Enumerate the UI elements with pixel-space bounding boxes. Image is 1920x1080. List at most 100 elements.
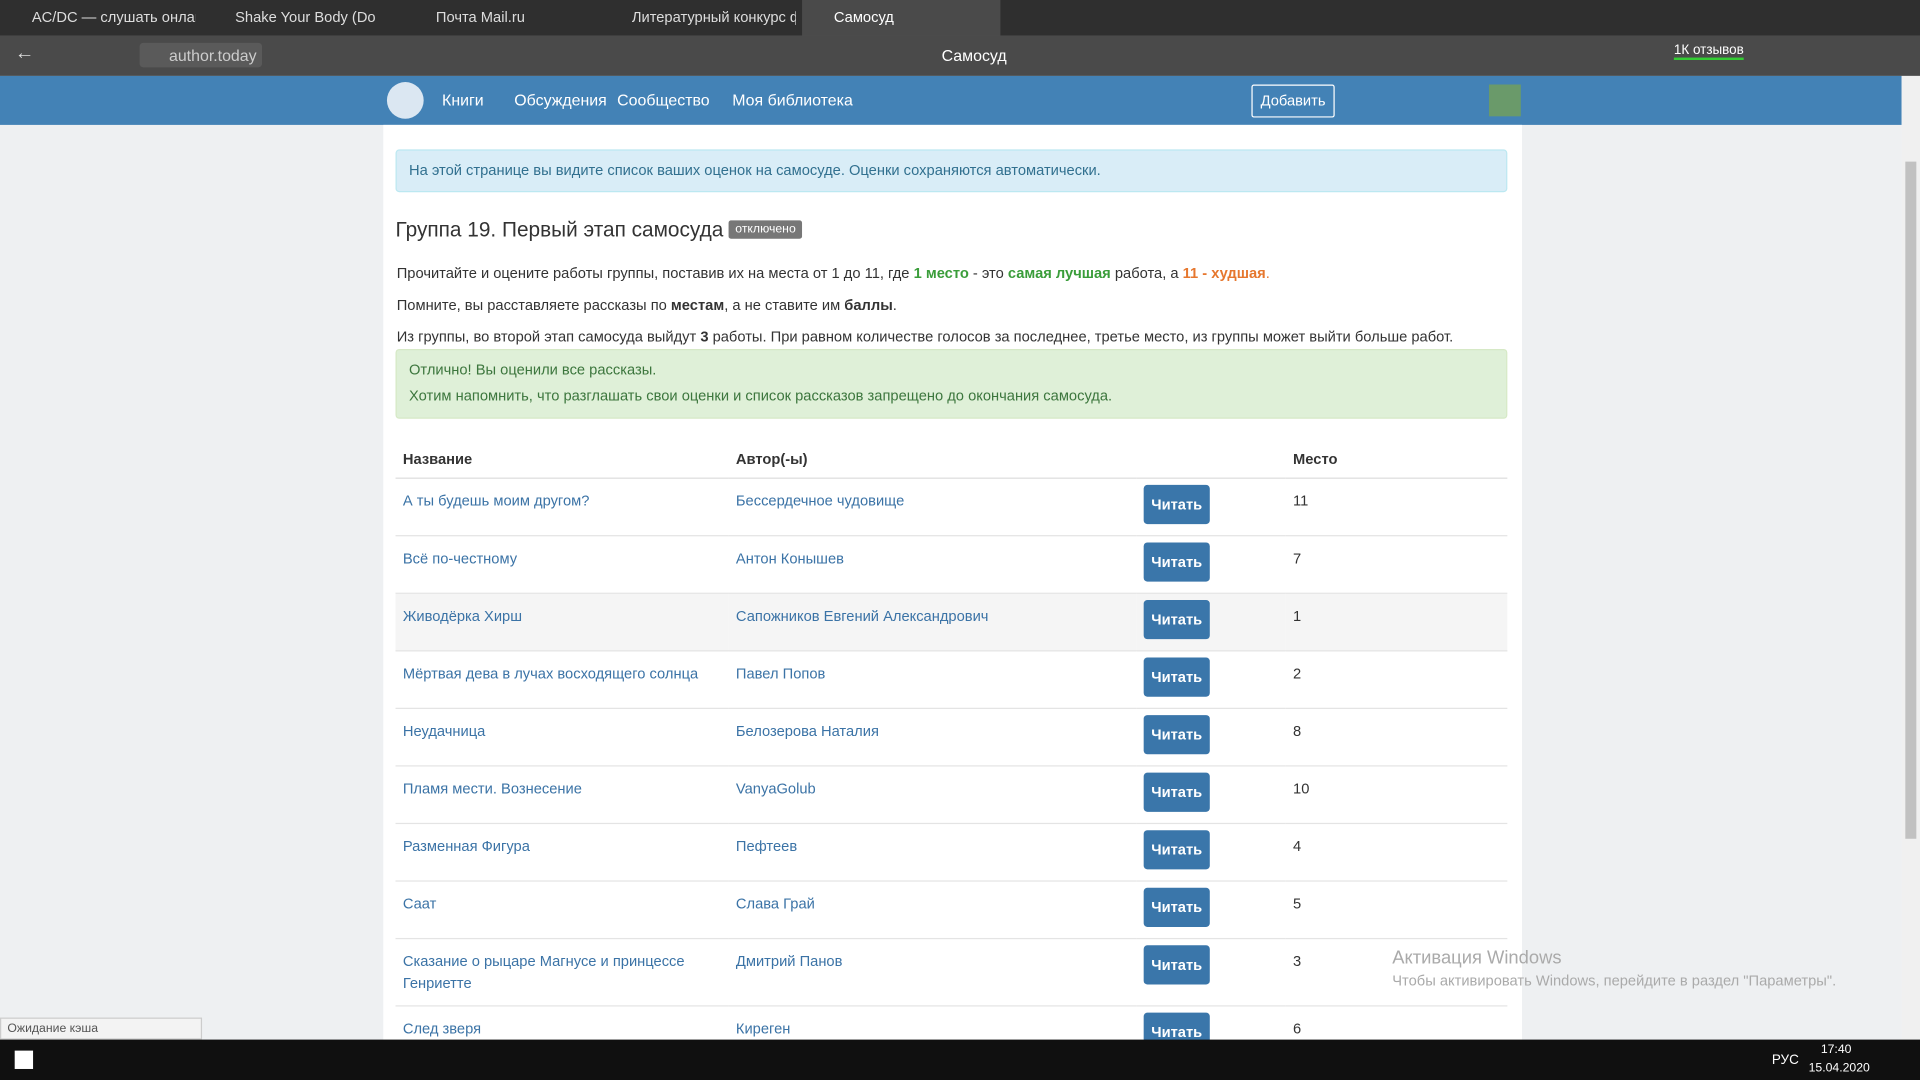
table-row: Всё по-честному Антон Конышев Читать 7 — [395, 535, 1508, 594]
text-segment: баллы — [844, 296, 893, 314]
read-button[interactable]: Читать — [1143, 715, 1210, 755]
badge: отключено — [729, 220, 802, 239]
text-segment: 3 — [700, 328, 709, 346]
text-segment: местам — [670, 296, 725, 314]
cell: Разменная Фигура — [395, 823, 729, 882]
author[interactable]: Белозерова Наталия — [735, 722, 879, 740]
cell: Читать — [1136, 478, 1286, 537]
nav-item[interactable]: Моя библиотека — [732, 90, 853, 109]
cell: Мёртвая дева в лучах восходящего солнца — [395, 650, 729, 709]
place: 11 — [1285, 478, 1508, 537]
nav-item[interactable]: Книги — [442, 90, 484, 109]
place: 8 — [1285, 708, 1508, 767]
cell: VanyaGolub — [728, 765, 1137, 825]
story-title[interactable]: Пламя мести. Вознесение — [402, 780, 582, 798]
story-title[interactable]: Живодёрка Хирш — [402, 607, 523, 625]
read-button[interactable]: Читать — [1143, 772, 1210, 812]
nav-item[interactable]: Сообщество — [617, 90, 710, 109]
story-title[interactable]: Мёртвая дева в лучах восходящего солнца — [402, 664, 699, 683]
tab[interactable]: Почта Mail.ru — [435, 8, 525, 26]
table-row: Сказание о рыцаре Магнусе и принцессе Ге… — [395, 938, 1508, 1007]
author[interactable]: Пефтеев — [735, 837, 798, 855]
table-row: Живодёрка Хирш Сапожников Евгений Алексан… — [395, 593, 1508, 652]
story-title[interactable]: Разменная Фигура — [402, 837, 530, 855]
text-segment: самая лучшая — [1007, 264, 1111, 282]
text-segment: работы. При равном количестве голосов за… — [708, 328, 1454, 346]
tab[interactable]: Литературный конкурс ф — [631, 8, 796, 26]
reviews[interactable]: 1К отзывов — [1673, 43, 1744, 61]
tab[interactable]: AC/DC — слушать онлай — [31, 8, 196, 26]
start[interactable] — [14, 1050, 34, 1069]
read-button[interactable]: Читать — [1143, 484, 1210, 525]
read-button[interactable]: Читать — [1143, 542, 1210, 582]
cell: А ты будешь моим другом? — [395, 478, 729, 537]
cell: Дмитрий Панов — [728, 938, 1137, 1007]
cell: Всё по-честному — [395, 535, 729, 594]
place: 3 — [1285, 938, 1508, 1007]
nav-item[interactable]: Обсуждения — [514, 90, 607, 109]
text-segment: . — [892, 296, 897, 314]
author[interactable]: Дмитрий Панов — [735, 952, 843, 970]
paragraph: Помните, вы расставляете рассказы по мес… — [397, 296, 897, 313]
place: 10 — [1285, 765, 1508, 825]
cell: Читать — [1136, 535, 1286, 594]
lang: РУС — [1771, 1053, 1799, 1068]
author[interactable]: Киреген — [735, 1020, 791, 1038]
author[interactable]: Слава Грай — [735, 895, 815, 913]
text-segment: , а не ставите им — [724, 296, 845, 314]
site-nav: Добавить Книги Обсуждения Сообщество Моя би… — [0, 75, 1902, 125]
cell: Живодёрка Хирш — [395, 593, 729, 652]
place: 1 — [1285, 593, 1508, 652]
cell: Читать — [1136, 593, 1286, 652]
story-title[interactable]: След зверя — [402, 1020, 482, 1038]
cell: Павел Попов — [728, 650, 1137, 709]
author[interactable]: Антон Конышев — [735, 549, 844, 567]
read-button[interactable]: Читать — [1143, 657, 1210, 697]
col-header: Автор(-ы) — [728, 440, 1137, 479]
taskbar: РУС 17:40 15.04.2020 — [0, 1039, 1920, 1080]
success-alert: Отлично! Вы оценили все рассказы. Хотим … — [395, 348, 1508, 419]
add-button[interactable]: Добавить — [1251, 84, 1335, 118]
text-segment: Помните, вы расставляете рассказы по — [396, 296, 671, 314]
tab[interactable]: Shake Your Body (Do — [235, 8, 376, 26]
table-row: А ты будешь моим другом? Бессердечное чуд… — [395, 478, 1508, 537]
page-title: Самосуд — [941, 46, 1007, 65]
tab[interactable]: Самосуд — [802, 0, 1001, 36]
cell: Читать — [1136, 650, 1286, 709]
success-line: Отлично! Вы оценили все рассказы. — [408, 361, 657, 379]
cell: Сказание о рыцаре Магнусе и принцессе Ге… — [395, 938, 729, 1007]
read-button[interactable]: Читать — [1143, 830, 1210, 870]
address-bar: ← author.today Самосуд 1К отзывов — [0, 35, 1920, 76]
table-row: Мёртвая дева в лучах восходящего солнца П… — [395, 650, 1508, 709]
story-title[interactable]: А ты будешь моим другом? — [402, 492, 590, 510]
cell: Читать — [1136, 765, 1286, 825]
read-button[interactable]: Читать — [1143, 887, 1210, 927]
story-title[interactable]: Саат — [402, 895, 437, 913]
author[interactable]: Павел Попов — [735, 664, 826, 683]
read-button[interactable]: Читать — [1143, 945, 1210, 985]
place: 7 — [1285, 535, 1508, 594]
cell: Читать — [1136, 708, 1286, 767]
cell: Саат — [395, 881, 729, 940]
read-button[interactable]: Читать — [1143, 600, 1210, 640]
story-title[interactable]: Неудачница — [402, 722, 486, 740]
author[interactable]: Бессердечное чудовище — [735, 492, 905, 510]
cell: Бессердечное чудовище — [728, 478, 1137, 537]
cell: Неудачница — [395, 708, 729, 767]
cell: Пламя мести. Вознесение — [395, 765, 729, 825]
scrollbar[interactable] — [1901, 75, 1920, 1040]
paragraph: Прочитайте и оцените работы группы, пост… — [397, 264, 1270, 281]
success-line: Хотим напомнить, что разглашать свои оце… — [408, 386, 1113, 405]
back[interactable]: ← — [14, 42, 35, 64]
story-title[interactable]: Всё по-честному — [402, 549, 518, 567]
author[interactable]: Сапожников Евгений Александрович — [735, 607, 989, 625]
text-segment: 11 - худшая — [1182, 264, 1266, 282]
url[interactable]: author.today — [168, 46, 257, 65]
info-alert: На этой странице вы видите список ваших … — [395, 149, 1508, 193]
author[interactable]: VanyaGolub — [735, 780, 816, 798]
ratings-table: Название Автор(-ы) Место А ты будешь моим … — [395, 440, 1508, 1080]
table-row: Саат Слава Грай Читать 5 — [395, 881, 1508, 940]
story-title[interactable]: Сказание о рыцаре Магнусе и принцессе Ге… — [402, 952, 685, 992]
heading-title: Группа 19. Первый этап самосуда — [395, 217, 724, 242]
